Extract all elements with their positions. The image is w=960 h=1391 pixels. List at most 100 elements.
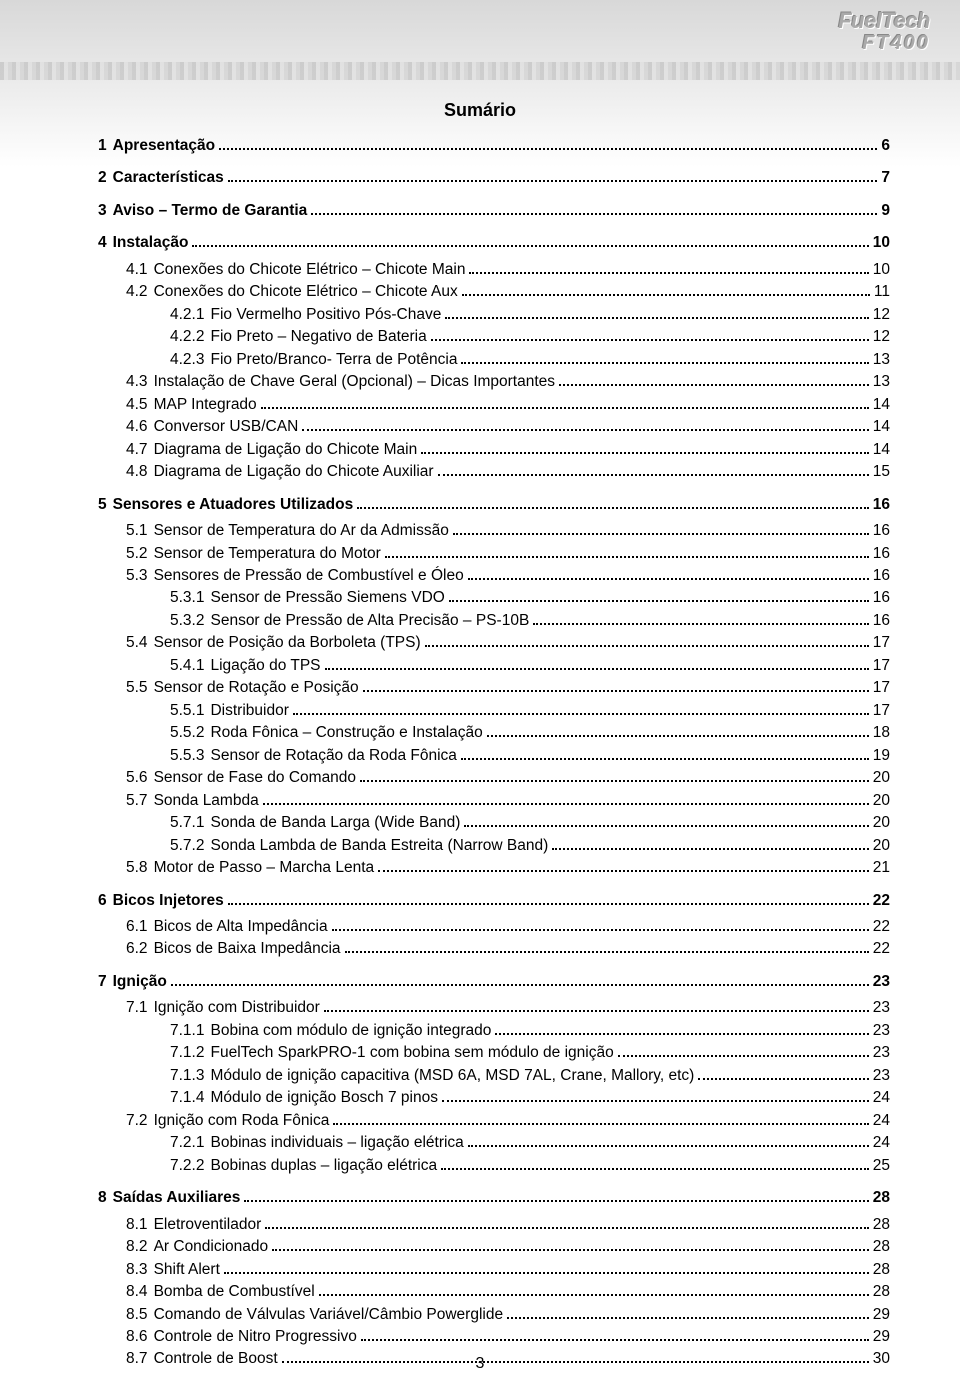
toc-entry[interactable]: 7Ignição23: [70, 971, 890, 993]
toc-entry-number: 8.6: [126, 1326, 148, 1348]
toc-entry[interactable]: 5.4Sensor de Posição da Borboleta (TPS)1…: [70, 632, 890, 654]
toc-entry-page: 10: [873, 232, 890, 254]
toc-entry[interactable]: 7.1.1Bobina com módulo de ignição integr…: [70, 1020, 890, 1042]
toc-entry-label: Eletroventilador: [148, 1214, 262, 1236]
toc-entry-number: 8.5: [126, 1304, 148, 1326]
toc-entry-label: Ignição: [107, 971, 167, 993]
toc-entry-page: 17: [873, 677, 890, 699]
toc-entry-number: 4: [98, 232, 107, 254]
toc-entry[interactable]: 6.1Bicos de Alta Impedância22: [70, 916, 890, 938]
toc-entry[interactable]: 7.1Ignição com Distribuidor23: [70, 997, 890, 1019]
toc-entry-number: 5.7.1: [170, 812, 204, 834]
toc-entry[interactable]: 4.2.3Fio Preto/Branco- Terra de Potência…: [70, 349, 890, 371]
toc-entry-page: 15: [873, 461, 890, 483]
toc-entry-page: 17: [873, 700, 890, 722]
toc-entry-number: 6.2: [126, 938, 148, 960]
toc-entry[interactable]: 5.5.3Sensor de Rotação da Roda Fônica19: [70, 745, 890, 767]
toc-entry-number: 4.6: [126, 416, 148, 438]
toc-list: 1Apresentação6 2Características7 3Aviso – …: [70, 135, 890, 1371]
toc-entry-label: Bicos Injetores: [107, 890, 224, 912]
toc-entry-label: Instalação: [107, 232, 189, 254]
toc-entry[interactable]: 6Bicos Injetores22: [70, 890, 890, 912]
toc-entry[interactable]: 4.2.1Fio Vermelho Positivo Pós-Chave12: [70, 304, 890, 326]
toc-entry[interactable]: 8.4Bomba de Combustível28: [70, 1281, 890, 1303]
toc-entry-label: Fio Preto/Branco- Terra de Potência: [204, 349, 457, 371]
toc-entry[interactable]: 6.2Bicos de Baixa Impedância22: [70, 938, 890, 960]
toc-entry[interactable]: 4.2Conexões do Chicote Elétrico – Chicot…: [70, 281, 890, 303]
toc-entry[interactable]: 1Apresentação6: [70, 135, 890, 157]
toc-entry-label: Bicos de Alta Impedância: [148, 916, 328, 938]
toc-entry[interactable]: 5.3.2Sensor de Pressão de Alta Precisão …: [70, 610, 890, 632]
toc-entry[interactable]: 2Características7: [70, 167, 890, 189]
toc-entry[interactable]: 5.7Sonda Lambda20: [70, 790, 890, 812]
toc-entry[interactable]: 8.2Ar Condicionado28: [70, 1236, 890, 1258]
toc-entry-page: 22: [873, 938, 890, 960]
toc-entry-page: 16: [873, 520, 890, 542]
toc-entry[interactable]: 8.5Comando de Válvulas Variável/Câmbio P…: [70, 1304, 890, 1326]
toc-entry[interactable]: 4.5MAP Integrado14: [70, 394, 890, 416]
toc-entry-label: Sensor de Fase do Comando: [148, 767, 356, 789]
toc-leader-dots: [357, 507, 869, 509]
toc-entry-label: Saídas Auxiliares: [107, 1187, 241, 1209]
toc-entry[interactable]: 5.1Sensor de Temperatura do Ar da Admiss…: [70, 520, 890, 542]
toc-entry-number: 7.1.2: [170, 1042, 204, 1064]
toc-entry[interactable]: 7.1.4Módulo de ignição Bosch 7 pinos24: [70, 1087, 890, 1109]
toc-entry[interactable]: 3Aviso – Termo de Garantia9: [70, 200, 890, 222]
toc-entry[interactable]: 4.2.2Fio Preto – Negativo de Bateria12: [70, 326, 890, 348]
toc-entry-label: Bobinas individuais – ligação elétrica: [204, 1132, 463, 1154]
toc-entry[interactable]: 4.7Diagrama de Ligação do Chicote Main14: [70, 439, 890, 461]
toc-entry-number: 5.3: [126, 565, 148, 587]
toc-leader-dots: [244, 1200, 868, 1202]
toc-entry[interactable]: 5.5.1Distribuidor17: [70, 700, 890, 722]
toc-entry-page: 29: [873, 1304, 890, 1326]
toc-entry[interactable]: 5.7.2Sonda Lambda de Banda Estreita (Nar…: [70, 835, 890, 857]
toc-entry-label: Sensor de Pressão de Alta Precisão – PS-…: [204, 610, 529, 632]
toc-entry[interactable]: 5.3.1Sensor de Pressão Siemens VDO16: [70, 587, 890, 609]
toc-entry[interactable]: 8.1Eletroventilador28: [70, 1214, 890, 1236]
toc-entry-number: 5.8: [126, 857, 148, 879]
toc-entry[interactable]: 7.1.3Módulo de ignição capacitiva (MSD 6…: [70, 1065, 890, 1087]
toc-entry[interactable]: 5.7.1Sonda de Banda Larga (Wide Band)20: [70, 812, 890, 834]
toc-entry-number: 5.1: [126, 520, 148, 542]
toc-entry-page: 12: [873, 326, 890, 348]
toc-entry[interactable]: 7.2.2Bobinas duplas – ligação elétrica25: [70, 1155, 890, 1177]
toc-entry[interactable]: 5Sensores e Atuadores Utilizados16: [70, 494, 890, 516]
toc-entry[interactable]: 8.6Controle de Nitro Progressivo29: [70, 1326, 890, 1348]
toc-entry-number: 4.8: [126, 461, 148, 483]
toc-entry[interactable]: 4.3Instalação de Chave Geral (Opcional) …: [70, 371, 890, 393]
toc-leader-dots: [464, 825, 868, 827]
toc-entry-label: Sensor de Temperatura do Motor: [148, 543, 381, 565]
toc-leader-dots: [445, 317, 868, 319]
toc-entry-page: 14: [873, 416, 890, 438]
toc-entry[interactable]: 7.2.1Bobinas individuais – ligação elétr…: [70, 1132, 890, 1154]
toc-leader-dots: [421, 452, 869, 454]
toc-entry[interactable]: 5.5.2Roda Fônica – Construção e Instalaç…: [70, 722, 890, 744]
toc-entry[interactable]: 5.3Sensores de Pressão de Combustível e …: [70, 565, 890, 587]
toc-entry[interactable]: 4.6Conversor USB/CAN14: [70, 416, 890, 438]
toc-entry-page: 17: [873, 632, 890, 654]
toc-entry[interactable]: 4Instalação 10: [70, 232, 890, 254]
toc-entry[interactable]: 5.6Sensor de Fase do Comando20: [70, 767, 890, 789]
toc-entry[interactable]: 7.1.2FuelTech SparkPRO-1 com bobina sem …: [70, 1042, 890, 1064]
toc-entry-label: MAP Integrado: [148, 394, 257, 416]
toc-entry[interactable]: 8.3Shift Alert28: [70, 1259, 890, 1281]
toc-entry[interactable]: 5.4.1Ligação do TPS17: [70, 655, 890, 677]
toc-entry[interactable]: 7.2Ignição com Roda Fônica24: [70, 1110, 890, 1132]
toc-entry[interactable]: 4.8Diagrama de Ligação do Chicote Auxili…: [70, 461, 890, 483]
toc-leader-dots: [469, 272, 868, 274]
toc-entry[interactable]: 5.8Motor de Passo – Marcha Lenta21: [70, 857, 890, 879]
toc-entry-label: Sensor de Rotação da Roda Fônica: [204, 745, 456, 767]
toc-entry[interactable]: 4.1Conexões do Chicote Elétrico – Chicot…: [70, 259, 890, 281]
toc-entry-number: 4.2.3: [170, 349, 204, 371]
toc-leader-dots: [552, 848, 869, 850]
toc-entry-page: 28: [873, 1259, 890, 1281]
toc-entry-page: 16: [873, 610, 890, 632]
toc-entry-page: 28: [873, 1214, 890, 1236]
toc-leader-dots: [261, 407, 869, 409]
toc-entry-page: 23: [873, 1020, 890, 1042]
toc-entry-number: 5.3.2: [170, 610, 204, 632]
toc-entry[interactable]: 5.5Sensor de Rotação e Posição17: [70, 677, 890, 699]
toc-entry[interactable]: 5.2Sensor de Temperatura do Motor16: [70, 543, 890, 565]
toc-entry-page: 19: [873, 745, 890, 767]
toc-entry[interactable]: 8Saídas Auxiliares28: [70, 1187, 890, 1209]
